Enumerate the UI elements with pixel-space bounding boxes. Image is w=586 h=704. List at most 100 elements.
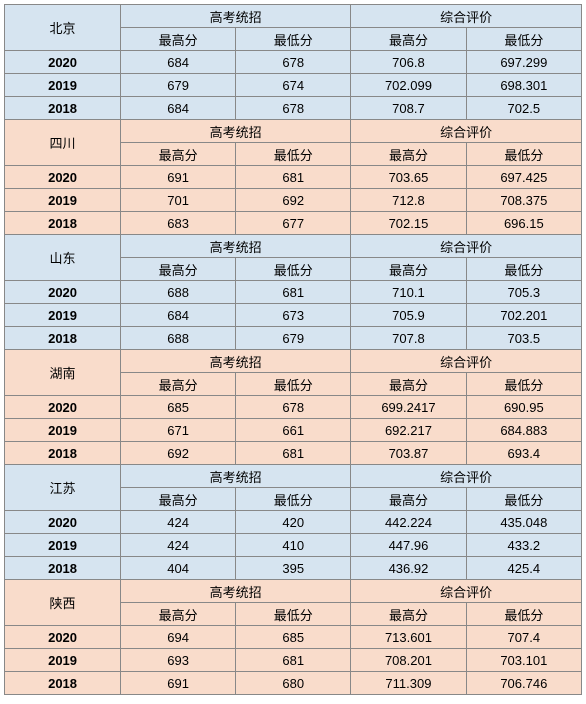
score-cell: 708.7 xyxy=(351,97,466,120)
province-cell: 江苏 xyxy=(5,465,121,511)
table-row: 2019679674702.099698.301 xyxy=(5,74,582,97)
score-cell: 447.96 xyxy=(351,534,466,557)
province-cell: 山东 xyxy=(5,235,121,281)
score-cell: 697.425 xyxy=(466,166,581,189)
subheader-min: 最低分 xyxy=(236,143,351,166)
subheader-max: 最高分 xyxy=(351,488,466,511)
score-cell: 691 xyxy=(121,166,236,189)
subheader-min: 最低分 xyxy=(236,603,351,626)
score-cell: 683 xyxy=(121,212,236,235)
score-cell: 424 xyxy=(121,511,236,534)
score-cell: 435.048 xyxy=(466,511,581,534)
table-row: 2019424410447.96433.2 xyxy=(5,534,582,557)
table-row: 2018691680711.309706.746 xyxy=(5,672,582,695)
year-cell: 2019 xyxy=(5,419,121,442)
province-cell: 陕西 xyxy=(5,580,121,626)
score-cell: 442.224 xyxy=(351,511,466,534)
score-cell: 681 xyxy=(236,649,351,672)
score-cell: 674 xyxy=(236,74,351,97)
score-cell: 395 xyxy=(236,557,351,580)
year-cell: 2020 xyxy=(5,166,121,189)
subheader-min: 最低分 xyxy=(466,143,581,166)
subheader-max: 最高分 xyxy=(351,603,466,626)
province-cell: 四川 xyxy=(5,120,121,166)
table-row: 2018692681703.87693.4 xyxy=(5,442,582,465)
score-cell: 673 xyxy=(236,304,351,327)
score-cell: 684 xyxy=(121,97,236,120)
subheader-max: 最高分 xyxy=(121,373,236,396)
header-gaokao: 高考统招 xyxy=(121,465,351,488)
table-row: 2020424420442.224435.048 xyxy=(5,511,582,534)
score-cell: 707.4 xyxy=(466,626,581,649)
score-cell: 708.201 xyxy=(351,649,466,672)
score-cell: 702.099 xyxy=(351,74,466,97)
year-cell: 2020 xyxy=(5,626,121,649)
score-cell: 681 xyxy=(236,166,351,189)
table-row: 2018688679707.8703.5 xyxy=(5,327,582,350)
score-cell: 678 xyxy=(236,51,351,74)
header-gaokao: 高考统招 xyxy=(121,235,351,258)
score-cell: 698.301 xyxy=(466,74,581,97)
year-cell: 2018 xyxy=(5,672,121,695)
subheader-min: 最低分 xyxy=(236,373,351,396)
score-cell: 661 xyxy=(236,419,351,442)
score-cell: 693 xyxy=(121,649,236,672)
province-cell: 北京 xyxy=(5,5,121,51)
score-cell: 679 xyxy=(236,327,351,350)
score-cell: 424 xyxy=(121,534,236,557)
score-cell: 433.2 xyxy=(466,534,581,557)
score-cell: 436.92 xyxy=(351,557,466,580)
score-cell: 702.15 xyxy=(351,212,466,235)
score-cell: 684 xyxy=(121,304,236,327)
year-cell: 2018 xyxy=(5,557,121,580)
subheader-min: 最低分 xyxy=(466,488,581,511)
score-cell: 692 xyxy=(236,189,351,212)
year-cell: 2019 xyxy=(5,649,121,672)
score-cell: 684 xyxy=(121,51,236,74)
score-cell: 684.883 xyxy=(466,419,581,442)
score-cell: 702.5 xyxy=(466,97,581,120)
year-cell: 2018 xyxy=(5,97,121,120)
table-row: 2020684678706.8697.299 xyxy=(5,51,582,74)
subheader-max: 最高分 xyxy=(351,143,466,166)
score-cell: 701 xyxy=(121,189,236,212)
score-cell: 702.201 xyxy=(466,304,581,327)
score-cell: 420 xyxy=(236,511,351,534)
score-cell: 688 xyxy=(121,281,236,304)
table-row: 2018684678708.7702.5 xyxy=(5,97,582,120)
score-cell: 425.4 xyxy=(466,557,581,580)
score-cell: 680 xyxy=(236,672,351,695)
header-zonghe: 综合评价 xyxy=(351,120,582,143)
score-cell: 678 xyxy=(236,97,351,120)
year-cell: 2019 xyxy=(5,189,121,212)
subheader-min: 最低分 xyxy=(466,258,581,281)
score-cell: 706.746 xyxy=(466,672,581,695)
score-cell: 711.309 xyxy=(351,672,466,695)
score-cell: 705.9 xyxy=(351,304,466,327)
table-row: 2019701692712.8708.375 xyxy=(5,189,582,212)
subheader-min: 最低分 xyxy=(236,488,351,511)
subheader-max: 最高分 xyxy=(121,258,236,281)
score-cell: 703.65 xyxy=(351,166,466,189)
subheader-max: 最高分 xyxy=(351,258,466,281)
subheader-max: 最高分 xyxy=(121,488,236,511)
header-zonghe: 综合评价 xyxy=(351,5,582,28)
header-zonghe: 综合评价 xyxy=(351,465,582,488)
score-cell: 679 xyxy=(121,74,236,97)
score-cell: 703.101 xyxy=(466,649,581,672)
score-cell: 692.217 xyxy=(351,419,466,442)
table-row: 2019684673705.9702.201 xyxy=(5,304,582,327)
header-gaokao: 高考统招 xyxy=(121,580,351,603)
table-row: 2019693681708.201703.101 xyxy=(5,649,582,672)
table-row: 2018683677702.15696.15 xyxy=(5,212,582,235)
score-cell: 690.95 xyxy=(466,396,581,419)
table-row: 2020685678699.2417690.95 xyxy=(5,396,582,419)
header-zonghe: 综合评价 xyxy=(351,580,582,603)
score-cell: 703.87 xyxy=(351,442,466,465)
header-gaokao: 高考统招 xyxy=(121,350,351,373)
score-cell: 681 xyxy=(236,281,351,304)
subheader-max: 最高分 xyxy=(121,143,236,166)
table-row: 2019671661692.217684.883 xyxy=(5,419,582,442)
score-cell: 699.2417 xyxy=(351,396,466,419)
table-row: 2020694685713.601707.4 xyxy=(5,626,582,649)
